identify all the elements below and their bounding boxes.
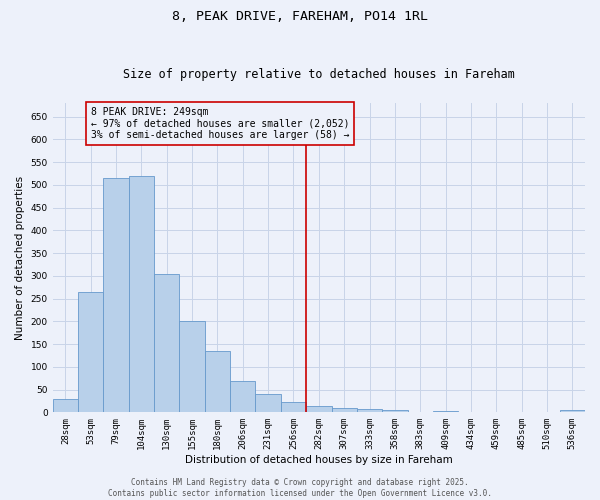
Bar — [205, 351, 230, 412]
Bar — [78, 292, 103, 412]
Text: Contains HM Land Registry data © Crown copyright and database right 2025.
Contai: Contains HM Land Registry data © Crown c… — [108, 478, 492, 498]
Bar — [179, 322, 205, 412]
Bar — [332, 408, 357, 412]
Title: Size of property relative to detached houses in Fareham: Size of property relative to detached ho… — [123, 68, 515, 81]
Bar — [230, 382, 256, 412]
Bar — [382, 410, 407, 412]
X-axis label: Distribution of detached houses by size in Fareham: Distribution of detached houses by size … — [185, 455, 453, 465]
Bar — [306, 406, 332, 412]
Bar — [433, 410, 458, 412]
Bar — [154, 274, 179, 412]
Bar — [53, 398, 78, 412]
Bar — [256, 394, 281, 412]
Text: 8 PEAK DRIVE: 249sqm
← 97% of detached houses are smaller (2,052)
3% of semi-det: 8 PEAK DRIVE: 249sqm ← 97% of detached h… — [91, 107, 349, 140]
Bar — [103, 178, 129, 412]
Y-axis label: Number of detached properties: Number of detached properties — [15, 176, 25, 340]
Bar — [560, 410, 585, 412]
Bar — [129, 176, 154, 412]
Bar — [357, 408, 382, 412]
Text: 8, PEAK DRIVE, FAREHAM, PO14 1RL: 8, PEAK DRIVE, FAREHAM, PO14 1RL — [172, 10, 428, 23]
Bar — [281, 402, 306, 412]
